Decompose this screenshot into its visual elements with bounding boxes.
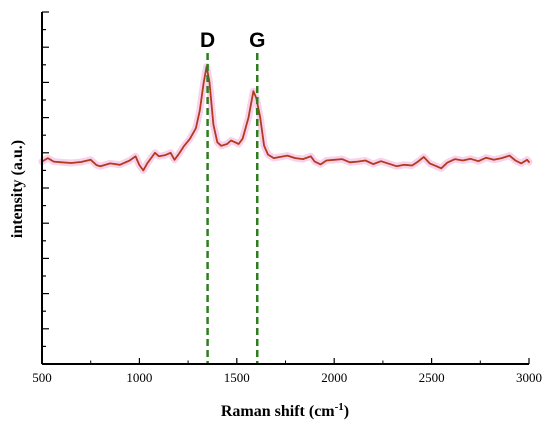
signal-fill-band-path [38,63,533,174]
x-tick-label: 1500 [224,370,250,385]
peak-label-d: D [200,29,215,52]
x-tick-label: 1000 [126,370,152,385]
series-line [41,65,530,172]
x-tick-label: 3000 [516,370,542,385]
peak-label-g: G [249,29,265,52]
y-axis-title: intensity (a.u.) [9,140,26,238]
x-tick-label: 2000 [321,370,347,385]
axes: 500 1000 1500 2000 2500 3000 [32,11,542,385]
x-tick-label: 2500 [419,370,445,385]
series-layer [41,65,530,172]
x-axis-title: Raman shift (cm-1) [221,401,349,420]
x-tick-label: 500 [32,370,52,385]
signal-fill-band [38,63,533,174]
